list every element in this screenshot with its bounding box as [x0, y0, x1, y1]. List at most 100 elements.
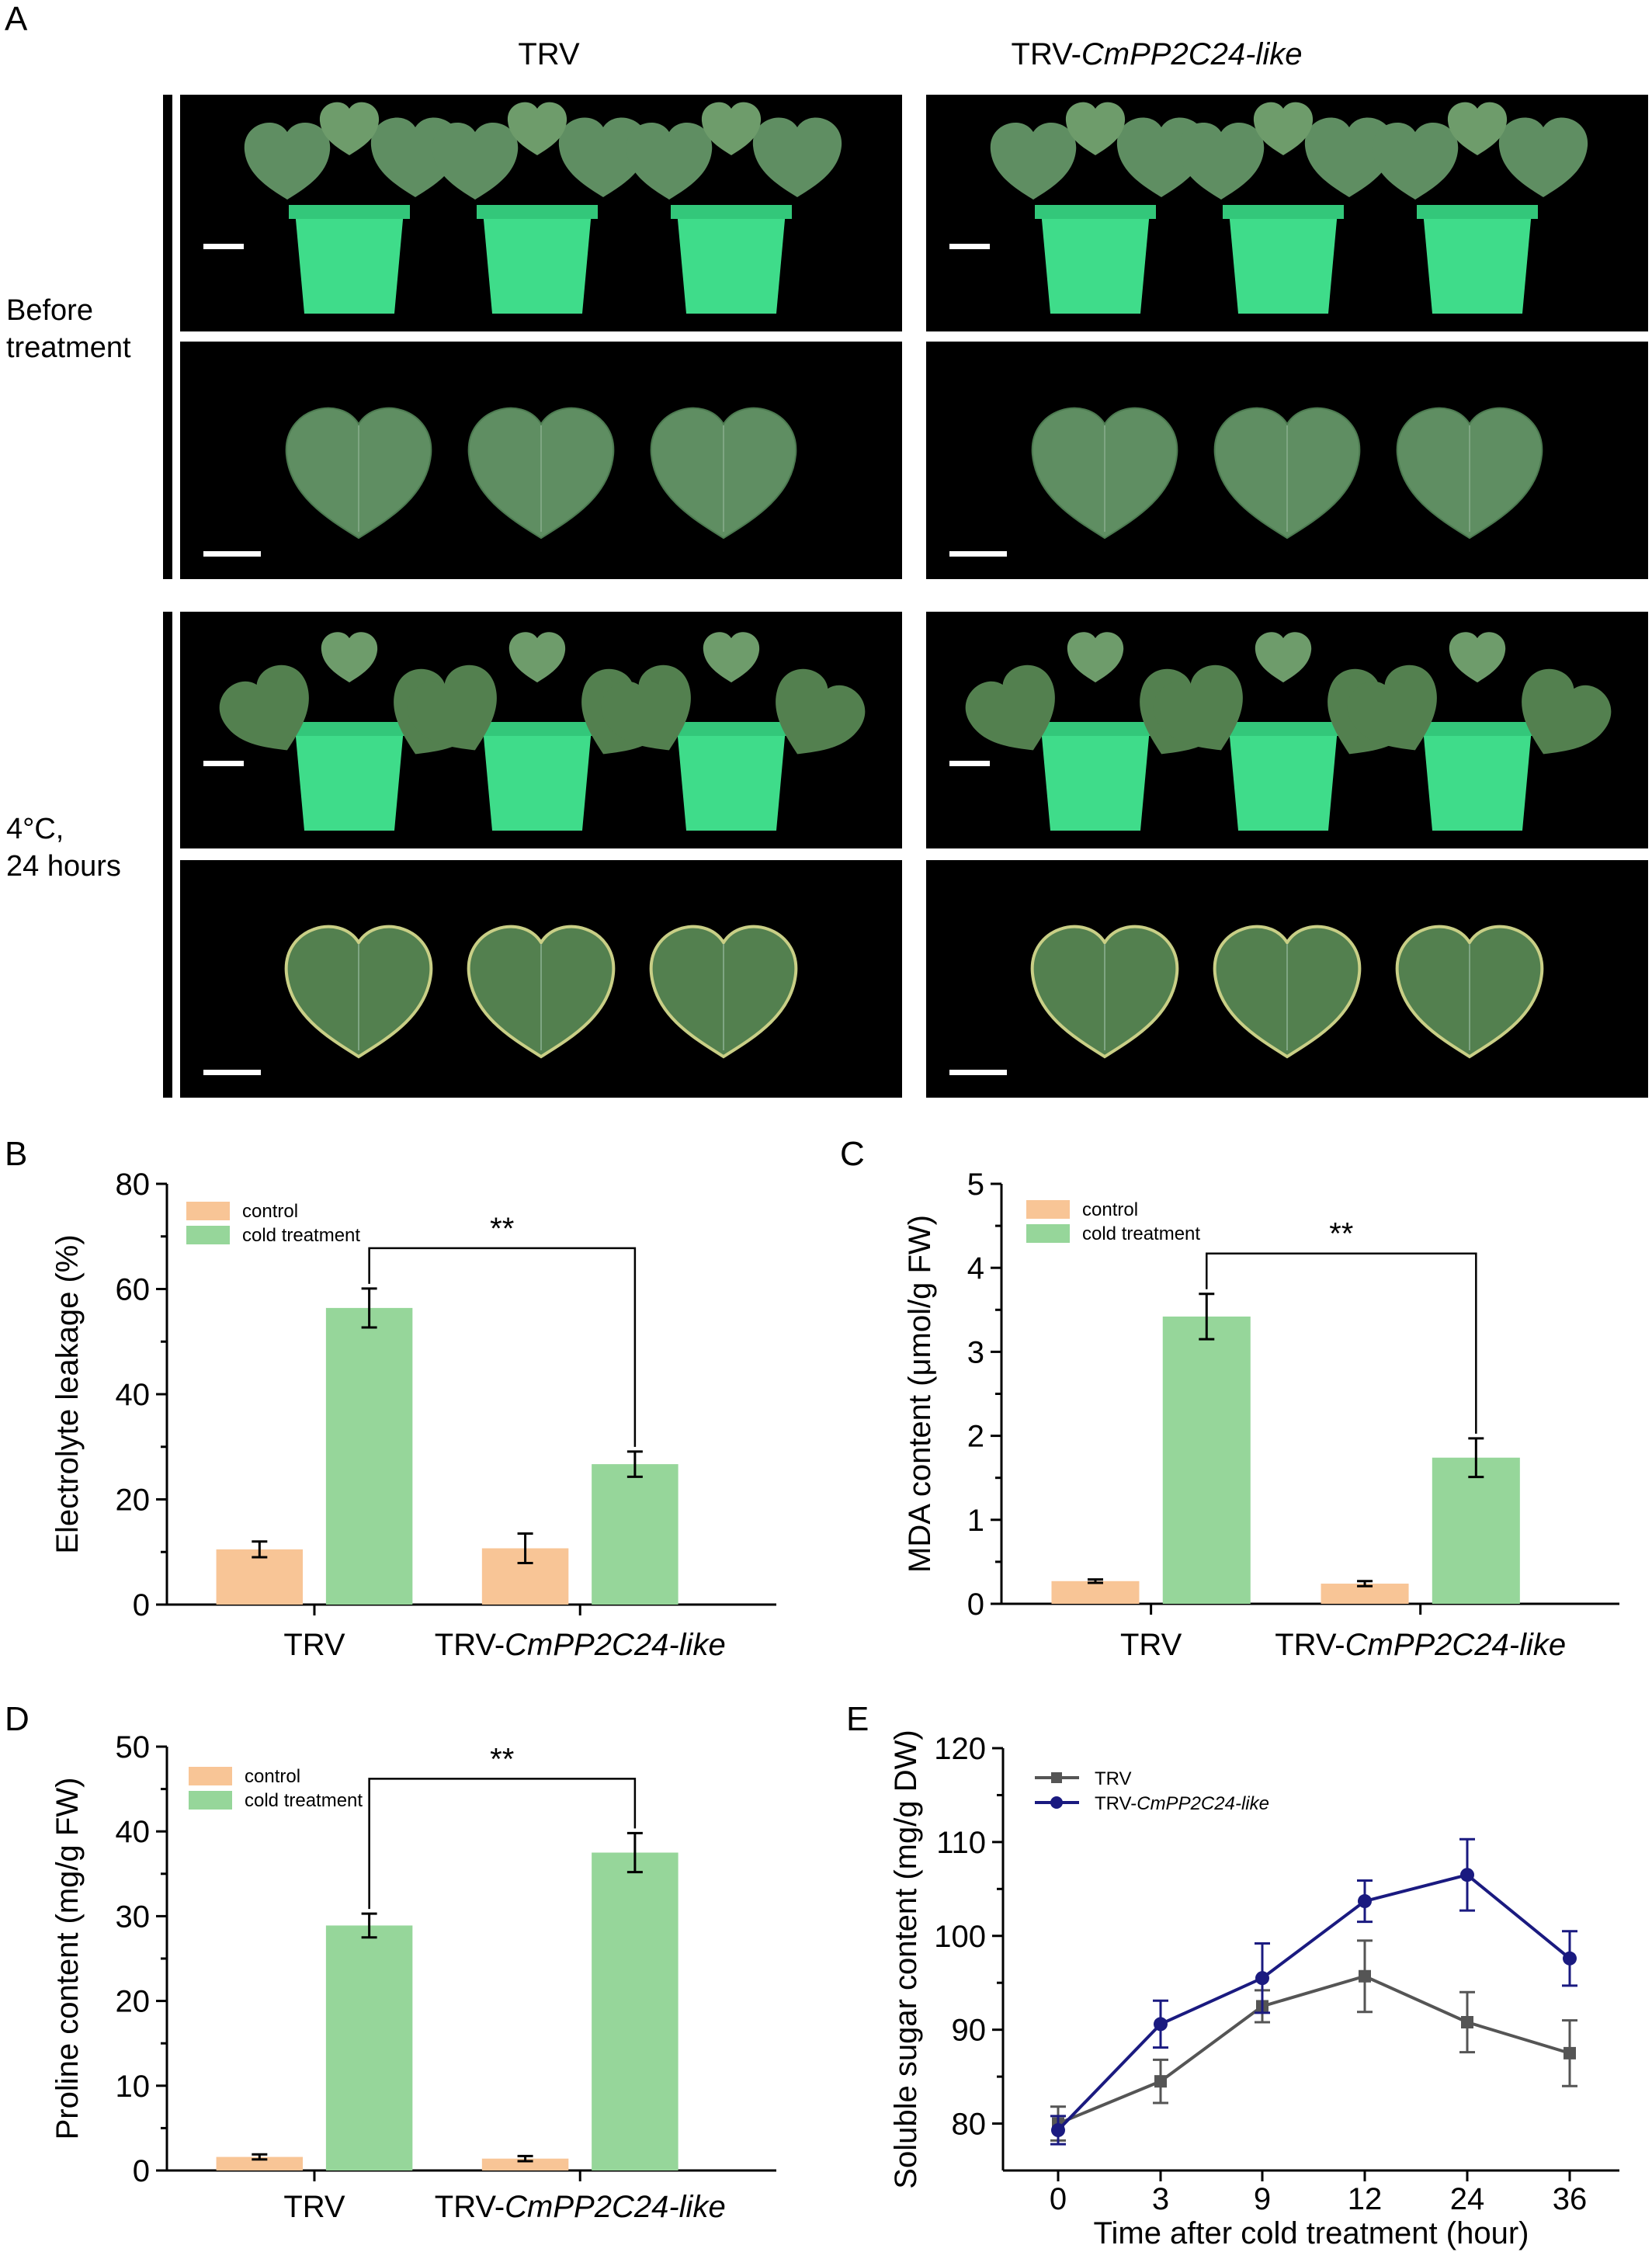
- pot-rim: [1223, 205, 1344, 219]
- data-point: [1255, 1971, 1269, 1986]
- series-trv: [1050, 1939, 1577, 2142]
- plant-leaf: [1347, 664, 1437, 751]
- y-tick-label: 1: [967, 1504, 984, 1538]
- bar-cold-treatment: [592, 1464, 678, 1605]
- y-tick-label: 0: [967, 1588, 984, 1622]
- y-tick-label: 80: [952, 2108, 987, 2142]
- plant-leaf: [508, 632, 566, 683]
- y-tick-label: 2: [967, 1420, 984, 1454]
- y-tick-label: 50: [116, 1730, 151, 1764]
- leaf-specimen: [1213, 925, 1362, 1059]
- y-tick-label: 40: [116, 1815, 151, 1849]
- row-label-before-line1: Before: [6, 294, 93, 327]
- leaf-specimen: [1030, 925, 1179, 1059]
- plant-pot: [1041, 211, 1150, 314]
- scale-bar: [949, 551, 1007, 557]
- plant-pot: [677, 211, 786, 314]
- row-bracket-cold: [163, 612, 172, 1098]
- plant-leaf: [507, 102, 567, 155]
- bar-cold-treatment: [1162, 1316, 1251, 1604]
- y-axis-label: Soluble sugar content (mg/g DW): [889, 1730, 923, 2188]
- series-silenced: [1050, 1837, 1577, 2146]
- leaf-specimen: [467, 925, 616, 1059]
- potted-plant: [601, 632, 866, 831]
- scale-bar: [949, 1070, 1007, 1075]
- legend-swatch: [189, 1791, 232, 1810]
- pot-rim: [671, 205, 792, 219]
- data-point: [1154, 2017, 1168, 2032]
- legend-swatch: [1026, 1200, 1070, 1219]
- pot-rim: [289, 722, 410, 736]
- potted-plant: [432, 102, 648, 314]
- x-tick-label-plain: TRV-: [435, 2190, 505, 2224]
- column-title-gene: CmPP2C24-like: [1081, 37, 1303, 71]
- x-tick-label: TRV-CmPP2C24-like: [1275, 1628, 1566, 1662]
- column-title-trv: TRV: [518, 37, 580, 71]
- plant-leaf: [1372, 123, 1459, 200]
- data-point: [1359, 1969, 1371, 1983]
- x-axis-label: Time after cold treatment (hour): [1094, 2216, 1529, 2250]
- column-title-prefix: TRV-: [1011, 37, 1081, 71]
- pot-rim: [1417, 722, 1538, 736]
- y-tick-label: 40: [116, 1378, 151, 1412]
- legend-swatch: [1026, 1224, 1070, 1243]
- y-axis-label: Proline content (mg/g FW): [50, 1778, 85, 2140]
- scale-bar: [203, 1070, 261, 1075]
- plant-leaf: [601, 664, 691, 751]
- row-label-before: Before treatment: [6, 292, 131, 366]
- photo-drawing: [203, 102, 842, 314]
- bar-control: [1051, 1581, 1140, 1604]
- potted-plant: [244, 102, 460, 314]
- y-tick-label: 30: [116, 1900, 151, 1934]
- plant-leaf: [703, 632, 760, 683]
- data-point: [1460, 1868, 1474, 1882]
- legend-swatch: [186, 1202, 230, 1220]
- legend-label-plain: TRV: [1095, 1768, 1132, 1789]
- legend-label-plain: TRV-: [1095, 1793, 1137, 1814]
- plant-leaf: [244, 123, 331, 200]
- plant-leaf: [432, 123, 519, 200]
- scale-bar: [203, 761, 244, 766]
- plant-leaf: [990, 123, 1077, 200]
- photo-drawing: [203, 632, 866, 831]
- legend-label: TRV-CmPP2C24-like: [1095, 1793, 1269, 1814]
- pot-rim: [1417, 205, 1538, 219]
- significance-label: **: [490, 1742, 514, 1776]
- plant-leaf: [701, 102, 762, 155]
- leaf-specimen: [650, 407, 797, 540]
- legend-label-italic: CmPP2C24-like: [1137, 1793, 1269, 1814]
- potted-plant: [1372, 102, 1588, 314]
- x-tick-label-italic: CmPP2C24-like: [1345, 1628, 1567, 1662]
- photo-drawing: [949, 102, 1588, 314]
- scale-bar: [949, 761, 990, 766]
- potted-plant: [1178, 102, 1394, 314]
- y-tick-label: 5: [967, 1168, 984, 1202]
- photo-trv-plants-cold: [180, 612, 902, 848]
- panel-d-letter: D: [5, 1700, 30, 1738]
- x-tick-label-plain: TRV-: [435, 1628, 505, 1662]
- potted-plant: [990, 102, 1206, 314]
- plant-leaf: [1153, 664, 1243, 751]
- x-tick-label: 24: [1450, 2182, 1485, 2216]
- data-point: [1564, 2046, 1576, 2059]
- photo-drawing: [949, 407, 1543, 557]
- photo-silenced-plants-before: [926, 95, 1648, 331]
- plant-leaf: [1178, 123, 1265, 200]
- plant-leaf: [321, 632, 378, 683]
- plant-pot: [677, 728, 786, 831]
- chart-d: 0 10 20 30 40 50 Proline content (mg/g FW) TRV T…: [50, 1730, 776, 2224]
- plant-leaf: [752, 117, 842, 197]
- bar-cold-treatment: [1432, 1457, 1520, 1604]
- x-tick-label: TRV-CmPP2C24-like: [435, 2190, 726, 2224]
- scale-bar: [203, 551, 261, 557]
- bar-cold-treatment: [325, 1925, 413, 2170]
- row-label-cold-line2: 24 hours: [6, 850, 121, 883]
- y-tick-label: 3: [967, 1335, 984, 1369]
- data-point: [1358, 1894, 1372, 1909]
- photo-silenced-plants-cold: [926, 612, 1648, 848]
- row-bracket-before: [163, 95, 172, 579]
- plant-pot: [1229, 728, 1338, 831]
- panel-e-letter: E: [846, 1700, 869, 1738]
- plant-pot: [295, 728, 404, 831]
- x-tick-label-italic: CmPP2C24-like: [505, 2190, 726, 2224]
